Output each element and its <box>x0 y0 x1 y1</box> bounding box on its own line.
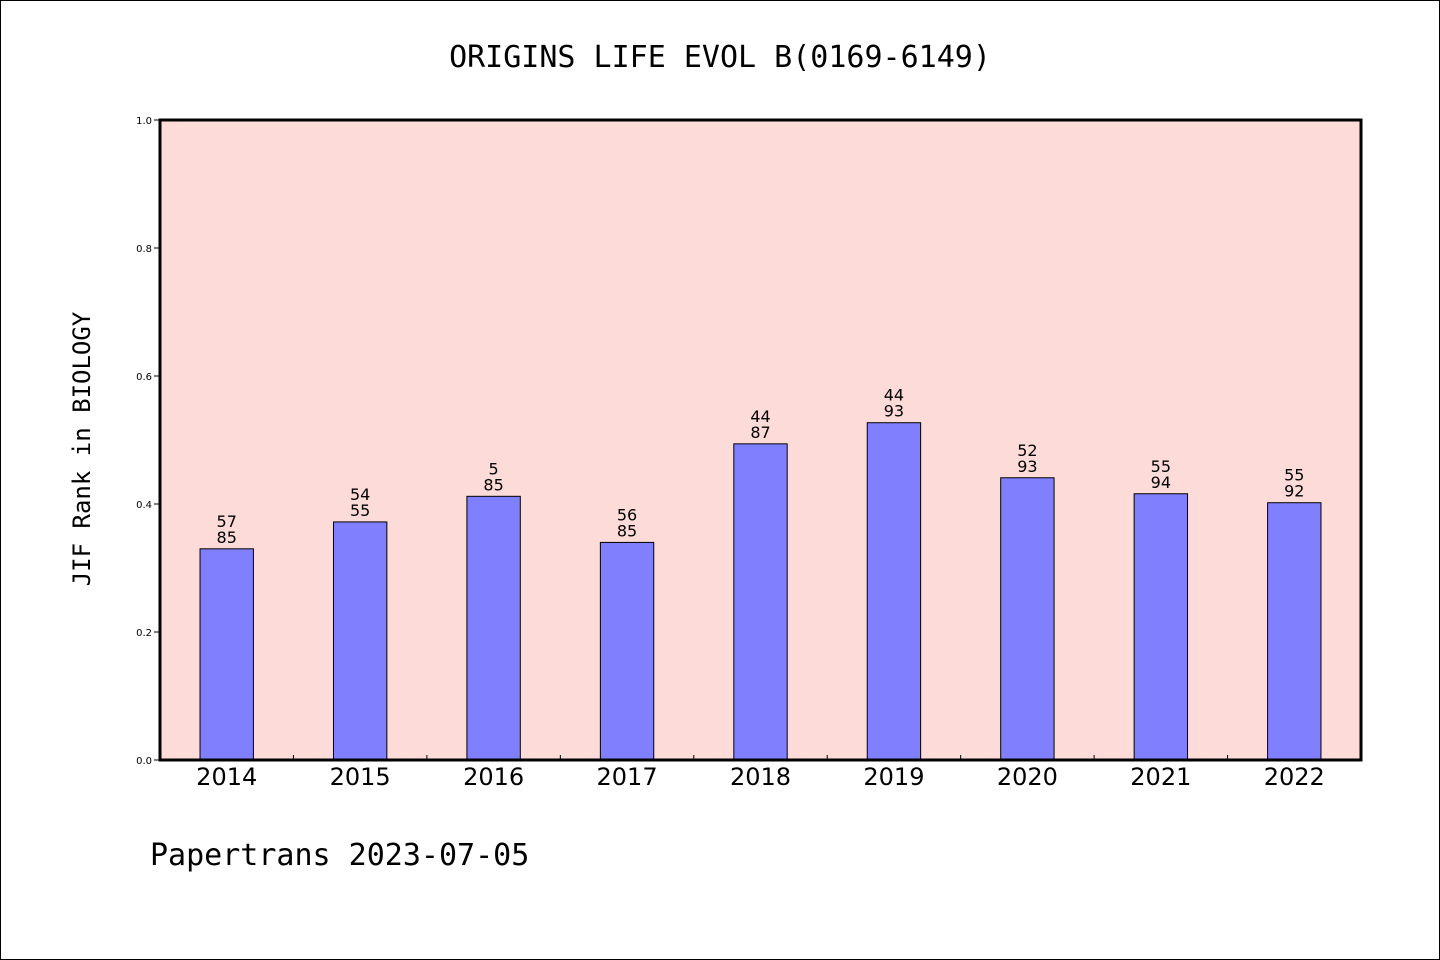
x-tick-label: 2020 <box>997 763 1058 791</box>
data-label-rank: 5 <box>489 459 499 478</box>
data-label-total: 93 <box>884 402 904 421</box>
bar-2017 <box>599 541 655 761</box>
x-tick-label: 2021 <box>1130 763 1191 791</box>
data-label-rank: 44 <box>750 407 770 426</box>
x-tick-label: 2019 <box>863 763 924 791</box>
data-label-total: 94 <box>1151 473 1171 492</box>
y-tick-label: 0.8 <box>136 244 152 255</box>
bar-2015 <box>332 521 388 761</box>
y-tick-label: 0.4 <box>136 500 152 511</box>
plot-border <box>158 118 1363 762</box>
data-label-total: 85 <box>617 521 637 540</box>
bar-2022 <box>1267 502 1322 761</box>
x-tick-label: 2014 <box>196 763 257 791</box>
data-label-total: 92 <box>1284 482 1304 501</box>
x-tick-label: 2015 <box>330 763 391 791</box>
y-axis-label: JIF Rank in BIOLOGY <box>68 311 96 586</box>
data-label-rank: 52 <box>1017 441 1037 460</box>
data-label-rank: 55 <box>1284 466 1304 485</box>
data-label-total: 85 <box>217 528 237 547</box>
bar-2020 <box>1000 477 1055 761</box>
bar-2019 <box>866 422 922 761</box>
data-label-total: 85 <box>483 475 503 494</box>
x-tick-label: 2018 <box>730 763 791 791</box>
data-label-rank: 57 <box>217 512 237 531</box>
x-tick-label: 2016 <box>463 763 524 791</box>
data-label-rank: 55 <box>1151 457 1171 476</box>
x-tick-label: 2022 <box>1264 763 1325 791</box>
footer-text: Papertrans 2023-07-05 <box>150 838 529 873</box>
y-tick-label: 1.0 <box>136 116 152 127</box>
data-label-rank: 56 <box>617 505 637 524</box>
data-label-total: 55 <box>350 501 370 520</box>
data-label-total: 87 <box>750 423 770 442</box>
ticks-group: 0.0 0.2 0.4 0.6 0.8 1.0 2014 2015 2016 2017 2018 20… <box>136 116 1325 791</box>
bar-2014 <box>199 548 254 761</box>
data-label-rank: 54 <box>350 485 370 504</box>
data-label-total: 93 <box>1017 457 1037 476</box>
bar-2016 <box>466 495 521 761</box>
y-tick-label: 0.0 <box>136 756 152 767</box>
chart-title: ORIGINS LIFE EVOL B(0169-6149) <box>449 40 991 75</box>
bar-2021 <box>1133 493 1189 761</box>
data-label-rank: 44 <box>884 386 904 405</box>
x-tick-label: 2017 <box>597 763 658 791</box>
y-tick-label: 0.6 <box>136 372 152 383</box>
bar-2018 <box>733 443 788 761</box>
y-tick-label: 0.2 <box>136 628 152 639</box>
